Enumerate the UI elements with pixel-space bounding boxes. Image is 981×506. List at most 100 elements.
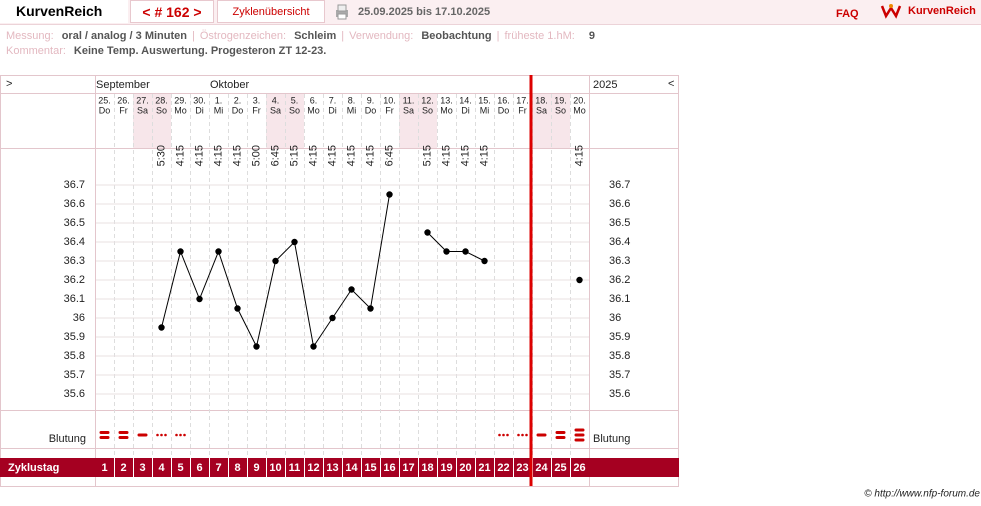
footer: © http://www.nfp-forum.de bbox=[864, 489, 980, 500]
day-label: 9. bbox=[367, 95, 375, 105]
y-tick-label: 36.6 bbox=[609, 198, 630, 210]
time-label: 4:15 bbox=[478, 145, 490, 166]
time-label: 4:15 bbox=[364, 145, 376, 166]
weekday-label: Fr bbox=[385, 105, 394, 115]
separator: | bbox=[192, 30, 195, 42]
day-label: 30. bbox=[193, 95, 206, 105]
time-label: 4:15 bbox=[459, 145, 471, 166]
day-label: 28. bbox=[155, 95, 168, 105]
y-tick-label: 35.9 bbox=[609, 331, 630, 343]
weekend-shade bbox=[418, 94, 437, 148]
info-value: Beobachtung bbox=[421, 30, 492, 42]
weekday-label: Di bbox=[195, 105, 204, 115]
cycle-day: 4 bbox=[158, 462, 165, 474]
date-range: 25.09.2025 bis 17.10.2025 bbox=[358, 6, 491, 18]
weekday-label: Do bbox=[365, 105, 377, 115]
temperature-point bbox=[291, 238, 298, 246]
cycle-day: 2 bbox=[120, 462, 126, 474]
y-tick-label: 36 bbox=[609, 312, 621, 324]
y-tick-label: 36.6 bbox=[64, 198, 85, 210]
weekday-label: Mo bbox=[573, 105, 586, 115]
bleeding-dot bbox=[498, 433, 501, 437]
bleeding-dot bbox=[521, 433, 524, 437]
weekday-label: Mo bbox=[440, 105, 453, 115]
cycle-day: 6 bbox=[196, 462, 202, 474]
day-label: 19. bbox=[554, 95, 567, 105]
time-label: 4:15 bbox=[345, 145, 357, 166]
temperature-point bbox=[234, 305, 241, 312]
time-label: 5:30 bbox=[155, 145, 167, 166]
weekday-label: Fr bbox=[252, 105, 261, 115]
nav-prev[interactable]: > bbox=[6, 78, 12, 90]
weekday-label: Sa bbox=[137, 105, 148, 115]
cycle-day: 25 bbox=[554, 462, 566, 474]
y-tick-label: 36.1 bbox=[64, 293, 85, 305]
day-label: 1. bbox=[215, 95, 223, 105]
info-value: Keine Temp. Auswertung. Progesteron ZT 1… bbox=[73, 45, 327, 57]
temperature-point bbox=[272, 257, 279, 265]
month-label: Oktober bbox=[210, 79, 249, 91]
cycle-day: 11 bbox=[289, 462, 301, 474]
temperature-point bbox=[348, 286, 355, 293]
y-tick-label: 36.5 bbox=[64, 217, 85, 229]
cycle-day: 13 bbox=[326, 462, 338, 474]
day-label: 29. bbox=[174, 95, 187, 105]
bleeding-dot bbox=[160, 433, 163, 437]
bleeding-mark bbox=[517, 433, 528, 437]
brand[interactable]: KurvenReich bbox=[0, 0, 128, 23]
cycle-day: 14 bbox=[345, 462, 358, 474]
bleeding-bar bbox=[574, 428, 585, 432]
info-line: Messung: oral / analog / 3 Minuten | Östrog… bbox=[6, 30, 595, 42]
time-label: 4:15 bbox=[212, 145, 224, 166]
time-label: 5:00 bbox=[250, 145, 262, 166]
day-label: 5. bbox=[291, 95, 299, 105]
bleeding-dot bbox=[506, 433, 509, 437]
temperature-point bbox=[158, 324, 165, 331]
cycle-nav[interactable]: < # 162 > bbox=[130, 0, 214, 23]
day-label: 13. bbox=[440, 95, 453, 105]
y-tick-label: 35.7 bbox=[609, 369, 630, 381]
bleeding-dot bbox=[156, 433, 159, 437]
cycle-day: 3 bbox=[139, 462, 145, 474]
weekend-shade bbox=[285, 94, 304, 148]
temperature-point bbox=[443, 248, 450, 255]
temperature-point bbox=[177, 248, 184, 255]
cycle-day: 12 bbox=[307, 462, 319, 474]
cycle-day: 7 bbox=[215, 462, 221, 474]
temperature-point bbox=[462, 248, 469, 255]
cycle-day: 15 bbox=[364, 462, 376, 474]
y-tick-label: 36 bbox=[73, 312, 85, 324]
weekday-label: So bbox=[156, 105, 167, 115]
time-label: 6:45 bbox=[269, 145, 281, 166]
info-value: oral / analog / 3 Minuten bbox=[61, 30, 187, 42]
weekday-label: Sa bbox=[270, 105, 281, 115]
bleeding-bar bbox=[99, 436, 110, 439]
time-label: 4:15 bbox=[193, 145, 205, 166]
temperature-point bbox=[196, 295, 203, 303]
y-tick-label: 35.6 bbox=[64, 388, 85, 400]
overview-tab[interactable]: Zyklenübersicht bbox=[217, 0, 325, 23]
y-tick-label: 36.3 bbox=[609, 255, 630, 267]
day-label: 20. bbox=[573, 95, 586, 105]
day-label: 18. bbox=[535, 95, 548, 105]
y-tick-label: 36.7 bbox=[64, 179, 85, 191]
nav-next[interactable]: < bbox=[668, 78, 674, 90]
temperature-point bbox=[367, 305, 374, 312]
y-tick-label: 36.4 bbox=[64, 236, 85, 248]
cycle-day: 18 bbox=[421, 462, 433, 474]
day-label: 2. bbox=[234, 95, 242, 105]
y-tick-label: 36.4 bbox=[609, 236, 630, 248]
cycle-day-label: Zyklustag bbox=[8, 462, 59, 474]
temperature-point bbox=[329, 314, 336, 322]
bleeding-dot bbox=[525, 433, 528, 437]
y-tick-label: 35.8 bbox=[609, 350, 630, 362]
cycle-day: 20 bbox=[459, 462, 471, 474]
bleeding-mark bbox=[137, 433, 148, 437]
logo-text: KurvenReich bbox=[908, 5, 976, 17]
faq-link[interactable]: FAQ bbox=[836, 8, 859, 20]
weekday-label: Mi bbox=[480, 105, 490, 115]
print-icon[interactable] bbox=[334, 4, 350, 20]
weekday-label: Mi bbox=[347, 105, 357, 115]
